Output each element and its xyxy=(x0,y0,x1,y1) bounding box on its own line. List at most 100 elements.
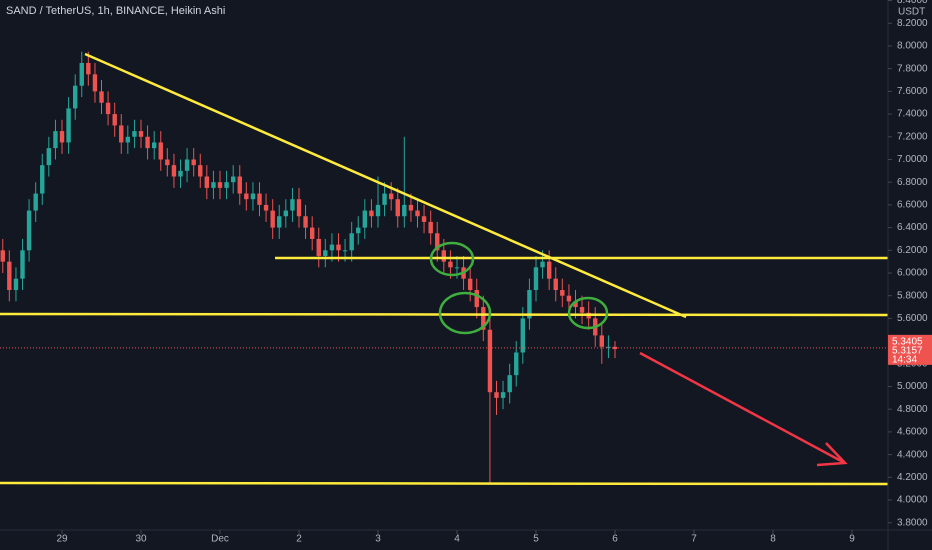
y-tick-label: 5.6000 xyxy=(897,313,928,324)
candle-body xyxy=(579,307,585,313)
candle-body xyxy=(7,261,12,291)
x-tick-label: 5 xyxy=(533,534,539,545)
candle-body xyxy=(99,91,104,103)
close-price-label: 5.3157 xyxy=(892,346,923,357)
candle-body xyxy=(270,210,275,228)
y-tick-label: 6.4000 xyxy=(897,222,928,233)
candle-body xyxy=(158,142,163,160)
candle-body xyxy=(520,318,525,353)
y-tick-label: 5.8000 xyxy=(897,290,928,301)
x-tick-label: 9 xyxy=(849,534,855,545)
candle-body xyxy=(402,204,407,217)
candle-body xyxy=(375,204,381,217)
candle-body xyxy=(336,244,341,251)
candle-body xyxy=(40,165,45,194)
x-tick-label: 3 xyxy=(375,534,381,545)
candle-body xyxy=(329,244,335,251)
candle-body xyxy=(388,193,394,200)
candle-body xyxy=(421,216,427,222)
candle-body xyxy=(342,250,348,252)
candle-body xyxy=(198,165,203,177)
candle-body xyxy=(546,261,552,279)
y-tick-label: 8.2000 xyxy=(897,18,928,29)
candle-body xyxy=(119,125,124,143)
candle-body xyxy=(448,261,453,268)
candle-body xyxy=(553,278,558,291)
candle-body xyxy=(73,85,78,109)
candle-body xyxy=(481,307,486,330)
support-line xyxy=(0,312,889,317)
candle-body xyxy=(560,290,565,296)
candle-body xyxy=(316,238,321,256)
x-tick-label: 2 xyxy=(296,534,302,545)
trend-line xyxy=(84,52,687,319)
price-box xyxy=(888,334,932,365)
candle-body xyxy=(66,108,71,143)
candle-body xyxy=(507,375,512,393)
y-tick-label: 4.4000 xyxy=(897,449,928,460)
candle-body xyxy=(0,250,5,262)
y-tick-label: 6.2000 xyxy=(897,245,928,256)
y-tick-label: 4.0000 xyxy=(897,495,928,506)
candle-body xyxy=(132,131,137,137)
candle-body xyxy=(323,250,328,256)
candle-body xyxy=(178,170,183,177)
candle-body xyxy=(296,199,302,217)
candle-body xyxy=(184,159,190,171)
x-tick-label: 6 xyxy=(612,534,618,545)
candle-body xyxy=(125,136,131,143)
y-tick-label: 4.6000 xyxy=(897,427,928,438)
chart-title: SAND / TetherUS, 1h, BINANCE, Heikin Ash… xyxy=(6,5,225,17)
candle-body xyxy=(204,176,210,188)
candle-body xyxy=(263,204,269,211)
candle-body xyxy=(171,165,177,177)
y-tick-label: 6.0000 xyxy=(897,268,928,279)
x-tick-label: 7 xyxy=(691,534,697,545)
y-tick-label: 7.4000 xyxy=(897,109,928,120)
candle-body xyxy=(92,74,98,92)
candle-body xyxy=(217,182,223,188)
candle-body xyxy=(527,290,532,319)
x-tick-label: Dec xyxy=(211,534,229,545)
candle-body xyxy=(454,267,460,269)
candle-body xyxy=(395,199,400,217)
candle-body xyxy=(26,210,32,251)
drawings xyxy=(0,52,889,486)
y-tick-label: 6.6000 xyxy=(897,200,928,211)
candle-body xyxy=(53,131,58,149)
y-tick-label: 7.0000 xyxy=(897,154,928,165)
candle-body xyxy=(224,182,229,188)
y-tick-label: 7.6000 xyxy=(897,86,928,97)
arrow-head xyxy=(816,442,848,467)
candle-body xyxy=(566,295,572,302)
candle-body xyxy=(33,193,38,211)
candle-body xyxy=(500,392,506,398)
candle-body xyxy=(487,329,493,393)
last-price-label: 5.3405 xyxy=(892,337,923,348)
support-line xyxy=(0,481,889,486)
x-tick-label: 29 xyxy=(56,534,68,545)
candle-body xyxy=(349,233,354,251)
candle-body xyxy=(112,114,117,126)
candle-body xyxy=(415,210,420,217)
candle-body xyxy=(382,193,387,205)
highlight-circle xyxy=(438,291,492,335)
y-tick-label: 8.4000 xyxy=(897,0,928,6)
candle-body xyxy=(606,346,611,348)
candle-body xyxy=(257,193,262,205)
candle-body xyxy=(356,227,361,234)
candle-body xyxy=(46,148,52,166)
y-tick-label: 8.0000 xyxy=(897,41,928,52)
candle-body xyxy=(514,352,519,376)
y-tick-label: 4.2000 xyxy=(897,472,928,483)
candle-body xyxy=(59,131,65,143)
candle-body xyxy=(277,216,282,228)
candle-body xyxy=(283,210,289,217)
candle-body xyxy=(612,346,618,350)
candle-body xyxy=(13,278,19,291)
countdown-label: 14:34 xyxy=(892,355,917,366)
y-tick-label: 6.8000 xyxy=(897,177,928,188)
candle-body xyxy=(573,301,578,308)
